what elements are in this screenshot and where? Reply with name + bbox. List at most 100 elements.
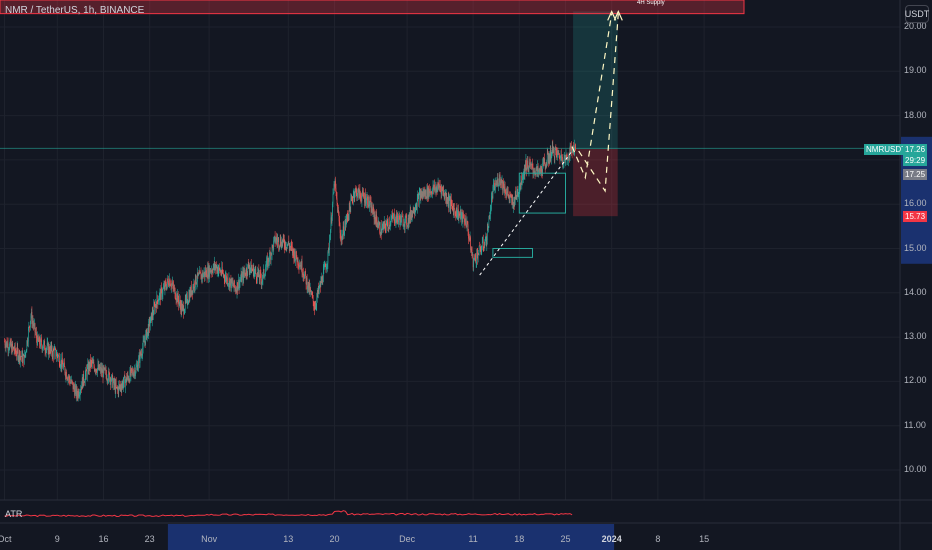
candle-body [551, 149, 553, 158]
candle-body [165, 282, 166, 284]
candle-body [102, 369, 103, 373]
candle-body [255, 269, 256, 272]
candle-body [228, 278, 230, 284]
candle-body [406, 215, 407, 226]
candle-body [99, 364, 100, 371]
candle-body [215, 265, 217, 267]
price-axis-label: 16.00 [904, 198, 927, 209]
candle-body [51, 353, 53, 357]
candle-body [224, 278, 226, 282]
candle-body [62, 357, 63, 365]
candle-body [536, 166, 538, 171]
price-axis[interactable] [900, 0, 932, 530]
candle-body [347, 215, 349, 219]
candle-body [456, 207, 458, 218]
candle-body [315, 305, 317, 306]
candle-body [308, 283, 310, 291]
candle-body [81, 378, 83, 389]
candle-body [537, 166, 538, 171]
candle-body [441, 187, 443, 189]
candle-body [374, 215, 376, 219]
candle-body [574, 145, 576, 147]
candle-body [320, 279, 322, 287]
candle-body [331, 217, 332, 223]
candle-body [256, 278, 258, 281]
candle-body [446, 194, 447, 203]
candle-body [211, 269, 212, 273]
candle-body [217, 270, 219, 273]
candle-body [179, 299, 180, 303]
candle-body [385, 227, 387, 230]
candle-body [111, 375, 112, 381]
candle-body [16, 347, 18, 356]
candle-body [532, 163, 533, 169]
candle-body [153, 304, 155, 315]
candle-body [540, 166, 542, 171]
candle-body [507, 190, 508, 193]
candle-body [400, 215, 401, 226]
candle-body [369, 204, 370, 206]
candle-body [167, 278, 169, 281]
candle-body [193, 282, 195, 289]
candle-body [473, 260, 474, 268]
candle-body [387, 222, 389, 228]
candle-body [339, 225, 341, 233]
candle-body [177, 293, 178, 302]
candle-body [234, 286, 236, 288]
symbol-title[interactable]: NMR / TetherUS, 1h, BINANCE [5, 5, 145, 16]
candle-body [522, 178, 523, 184]
candle-body [265, 270, 266, 276]
candle-body [50, 346, 51, 350]
candle-body [279, 238, 281, 246]
candle-body [532, 168, 534, 173]
candle-body [464, 222, 466, 224]
candle-body [494, 187, 496, 191]
price-axis-label: 12.00 [904, 375, 927, 386]
candle-body [322, 276, 323, 283]
candle-body [186, 295, 188, 297]
candle-body [12, 343, 13, 348]
candle-body [303, 273, 304, 277]
candle-body [195, 274, 197, 284]
candle-body [462, 213, 464, 223]
candle-body [65, 371, 67, 377]
candle-body [42, 347, 44, 349]
candle-body [357, 189, 359, 196]
candle-body [516, 191, 518, 197]
candle-body [35, 332, 36, 333]
candle-body [340, 239, 342, 241]
projection-path [578, 13, 619, 193]
candle-body [351, 197, 353, 200]
candle-body [233, 280, 235, 287]
candle-body [297, 257, 298, 263]
candle-body [196, 283, 197, 285]
candle-body [169, 279, 171, 286]
candle-body [438, 184, 440, 188]
candle-body [425, 190, 427, 198]
candle-body [357, 195, 358, 198]
candle-body [399, 219, 401, 226]
candle-body [83, 382, 85, 384]
candle-body [155, 304, 157, 306]
candle-body [443, 194, 445, 198]
candle-body [291, 245, 293, 247]
candle-body [401, 216, 402, 223]
symbol-tag[interactable]: NMRUSDT [864, 144, 908, 155]
candle-body [526, 168, 528, 171]
candle-body [396, 212, 398, 223]
candle-body [107, 379, 108, 382]
currency-button[interactable]: USDT [905, 5, 929, 23]
candle-body [220, 273, 222, 275]
candle-body [259, 271, 261, 280]
candle-body [163, 285, 165, 288]
candle-body [349, 207, 351, 212]
atr-indicator-label[interactable]: ATR [5, 509, 23, 519]
candle-body [414, 212, 416, 213]
candle-body [496, 180, 498, 186]
candle-body [330, 229, 331, 240]
time-axis[interactable] [0, 523, 900, 550]
time-axis-label: Nov [201, 534, 218, 544]
candle-body [395, 222, 396, 223]
time-axis-label: 20 [329, 534, 340, 544]
